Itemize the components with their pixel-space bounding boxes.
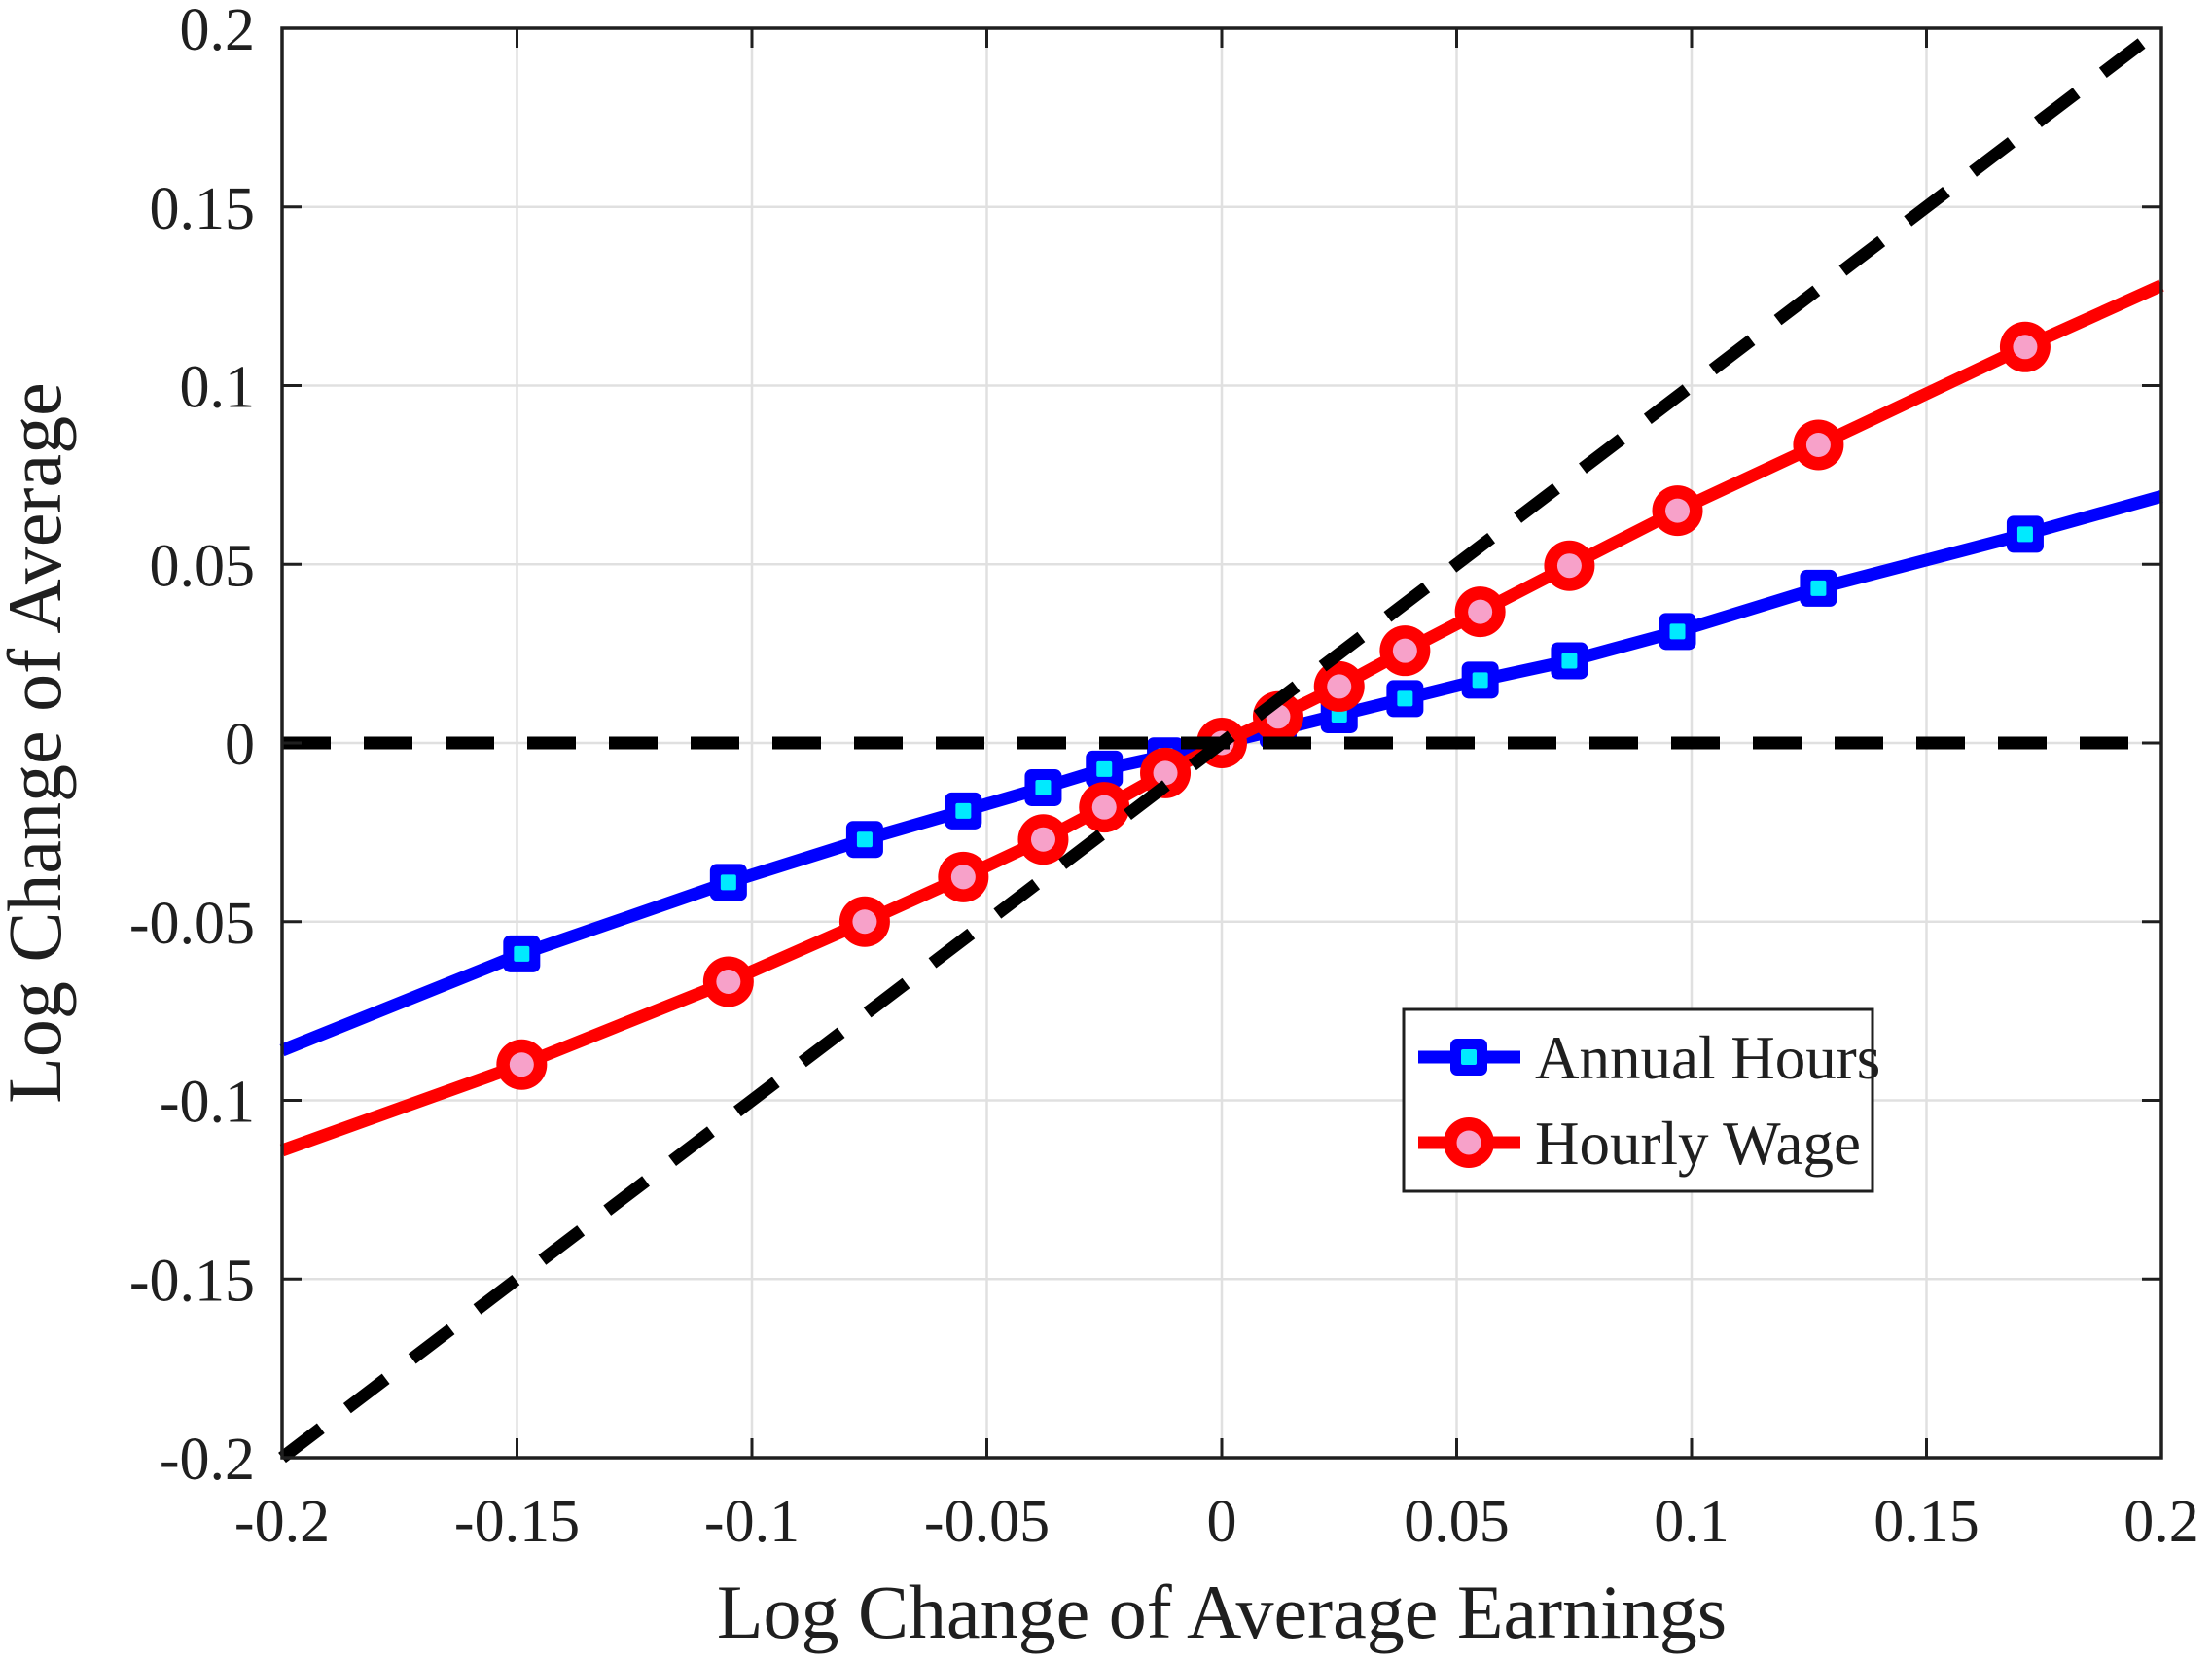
square-marker-core [1561,653,1578,669]
circle-marker-core [1030,827,1055,852]
y-tick-label: 0 [225,712,255,778]
square-marker-core [856,831,873,848]
y-tick-label: 0.05 [150,533,256,599]
circle-marker-core [1327,674,1352,699]
circle-marker-core [852,909,877,935]
circle-marker-core [509,1052,534,1077]
x-tick-label: 0 [1207,1489,1237,1555]
legend-circle-marker-core [1456,1130,1481,1155]
x-tick-label: -0.15 [454,1489,580,1555]
circle-marker-core [1468,599,1493,624]
circle-marker-core [950,865,976,890]
circle-marker-core [1665,498,1691,523]
circle-marker-core [716,969,741,994]
x-tick-label: 0.1 [1654,1489,1730,1555]
y-tick-label: -0.05 [129,891,255,957]
legend-entry-annual-hours: Annual Hours [1418,1024,1880,1092]
square-marker-core [1096,760,1113,777]
square-marker-core [1669,623,1686,640]
y-tick-label: 0.15 [150,176,256,242]
x-tick-label: -0.05 [924,1489,1050,1555]
y-axis-title: Log Change of Average [0,382,77,1103]
square-marker-core [720,874,736,891]
circle-marker-core [2013,335,2038,360]
circle-marker-core [1556,553,1582,579]
x-tick-label: 0.2 [2123,1489,2199,1555]
tick-labels: -0.2 -0.15 -0.1 -0.05 0 0.05 0.1 0.15 0.2 -0.2 -0.… [129,0,2199,1555]
square-marker-core [955,802,972,819]
axes [280,26,2163,1460]
square-marker-core [1397,690,1413,707]
legend-label: Hourly Wage [1535,1110,1861,1178]
square-marker-core [1810,580,1827,596]
x-tick-label: 0.15 [1873,1489,1980,1555]
y-tick-label: -0.1 [160,1070,255,1136]
square-marker-core [1472,672,1488,689]
square-marker-core [1035,779,1052,795]
circle-marker-core [1392,638,1417,663]
x-tick-label: -0.1 [704,1489,800,1555]
square-marker-core [2016,526,2033,543]
y-tick-label: 0.1 [180,355,256,421]
legend: Annual Hours Hourly Wage [1402,1007,1880,1193]
legend-label: Annual Hours [1535,1024,1880,1092]
x-tick-label: -0.2 [234,1489,330,1555]
series-hourly-wage [279,279,2164,1157]
circle-marker-core [1153,760,1178,786]
circle-marker-core [1091,795,1117,820]
square-marker-core [514,945,530,962]
x-axis-title: Log Change of Average Earnings [717,1570,1727,1654]
data-series [279,279,2164,1157]
legend-square-marker-core [1461,1049,1477,1065]
circle-marker-core [1805,433,1831,458]
legend-entry-hourly-wage: Hourly Wage [1418,1110,1861,1178]
y-tick-label: 0.2 [180,0,256,63]
y-tick-label: -0.2 [160,1427,255,1493]
y-tick-label: -0.15 [129,1248,255,1314]
x-tick-label: 0.05 [1404,1489,1510,1555]
reference-lines [278,22,2165,1464]
